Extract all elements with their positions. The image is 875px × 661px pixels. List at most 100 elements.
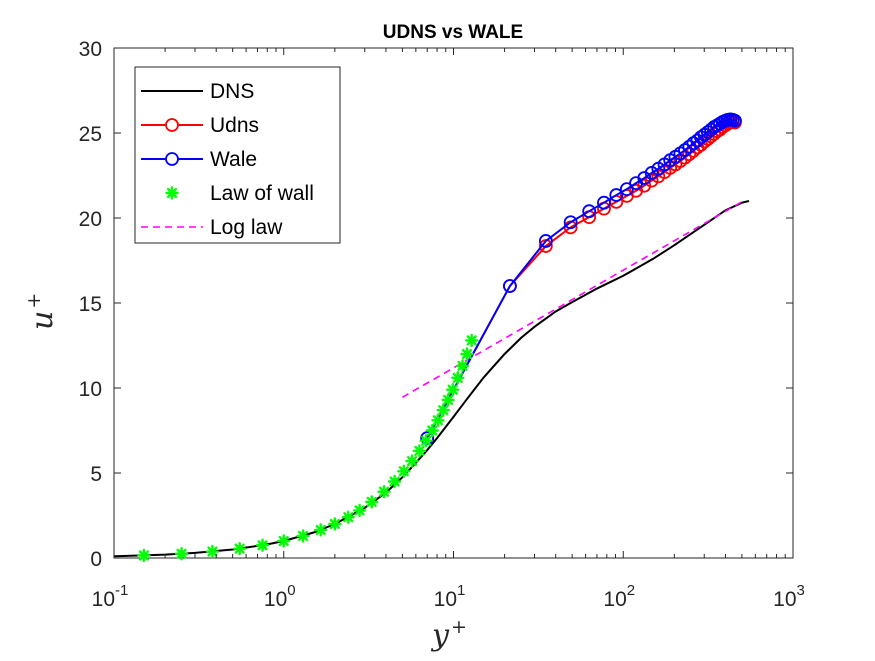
law-of-wall-point: [436, 403, 450, 417]
x-tick-label-exp: -1: [115, 582, 128, 599]
udns-point: [644, 173, 659, 188]
y-axis-label: u+: [23, 293, 60, 330]
law-of-wall-point: [137, 548, 151, 563]
asterisk-stroke: [432, 415, 444, 426]
asterisk-stroke: [427, 425, 438, 436]
wale-point: [538, 234, 553, 248]
legend-label: Udns: [210, 114, 259, 137]
x-tick-label-exp: 2: [627, 582, 635, 599]
asterisk-stroke: [461, 348, 473, 360]
x-tick-label-exp: 3: [797, 582, 805, 599]
wale-point: [644, 166, 659, 180]
wale-point: [563, 215, 578, 230]
asterisk-stroke: [406, 456, 418, 467]
asterisk-stroke: [343, 512, 354, 523]
asterisk-stroke: [298, 530, 309, 541]
asterisk-stroke: [234, 543, 245, 554]
legend-item-log-law: Log law: [141, 216, 283, 239]
x-tick-label: 10-1: [92, 582, 129, 611]
legend-item-wale: Wale: [141, 148, 257, 171]
legend-label: Log law: [210, 216, 283, 239]
chart-title: UDNS vs WALE: [383, 22, 523, 43]
legend-marker: [165, 186, 179, 200]
law-of-wall-point: [451, 371, 465, 385]
legend: DNS Udns Wale Law of wall Log law: [134, 66, 341, 244]
wale-point: [609, 188, 624, 202]
asterisk-stroke: [329, 518, 340, 530]
legend-marker: [165, 152, 179, 166]
law-of-wall-point: [446, 383, 460, 397]
asterisk-stroke: [166, 187, 178, 199]
x-tick-label: 101: [434, 582, 466, 611]
law-of-wall-point: [365, 495, 379, 509]
legend-item-dns: DNS: [141, 80, 254, 103]
legend-item-udns: Udns: [141, 114, 259, 137]
law-of-wall-point: [232, 541, 247, 556]
law-of-wall-point: [377, 485, 391, 499]
y-tick-label: 20: [79, 208, 102, 231]
legend-label: Wale: [210, 148, 257, 171]
law-of-wall-point: [277, 534, 291, 548]
legend-item-law-of-wall: Law of wall: [165, 182, 314, 205]
wale-point: [678, 143, 692, 157]
asterisk-stroke: [452, 372, 463, 383]
law-of-wall-point: [205, 544, 220, 559]
series-layer: [113, 112, 750, 563]
asterisk-stroke: [138, 550, 149, 561]
wale-point: [597, 195, 611, 210]
series-law-of-wall: [137, 333, 479, 563]
wale-point: [728, 113, 742, 128]
asterisk-stroke: [389, 476, 400, 487]
law-of-wall-point: [255, 538, 270, 552]
law-of-wall-point: [441, 393, 455, 407]
y-tick-label: 25: [79, 123, 102, 146]
asterisk-stroke: [207, 546, 218, 557]
x-tick-label: 102: [603, 582, 635, 611]
law-of-wall-point: [328, 517, 342, 531]
law-of-wall-point: [460, 347, 474, 361]
asterisk-stroke: [378, 486, 390, 497]
x-tick-label-exp: 1: [457, 582, 465, 599]
legend-label: Law of wall: [210, 182, 314, 205]
y-tick-label: 5: [90, 463, 102, 486]
x-tick-label-base: 10: [603, 588, 626, 611]
law-of-wall-point: [464, 333, 479, 348]
asterisk-stroke: [414, 445, 425, 456]
law-of-wall-point: [431, 413, 445, 427]
y-tick-label: 30: [79, 38, 102, 61]
x-tick-label-base: 10: [264, 588, 287, 611]
asterisk-stroke: [438, 405, 449, 416]
asterisk-stroke: [278, 535, 289, 547]
y-tick-label: 15: [79, 293, 102, 316]
asterisk-stroke: [176, 548, 187, 559]
wale-point: [503, 279, 517, 293]
asterisk-stroke: [354, 505, 365, 516]
law-of-wall-point: [296, 529, 310, 543]
law-of-wall-point: [397, 464, 411, 478]
x-tick-label-base: 10: [773, 588, 796, 611]
asterisk-stroke: [447, 384, 458, 395]
law-of-wall-point: [405, 454, 419, 468]
legend-marker: [165, 118, 179, 132]
x-tick-label-base: 10: [92, 588, 115, 611]
asterisk-stroke: [466, 335, 477, 346]
asterisk-stroke: [457, 360, 468, 371]
law-of-wall-point: [425, 423, 439, 438]
series-wale: [420, 112, 742, 446]
asterisk-stroke: [257, 540, 268, 551]
law-of-wall-point: [387, 474, 402, 489]
x-tick-label: 103: [773, 582, 805, 611]
x-tick-label-exp: 0: [287, 582, 295, 599]
asterisk-stroke: [366, 496, 377, 507]
asterisk-stroke: [398, 466, 409, 477]
law-of-wall-point: [352, 503, 367, 518]
legend-label: DNS: [210, 80, 254, 103]
axis-labels: y + u+: [23, 293, 467, 653]
law-of-wall-point: [341, 510, 355, 524]
y-tick-label: 10: [79, 378, 102, 401]
law-of-wall-point: [313, 523, 328, 537]
asterisk-stroke: [315, 524, 326, 536]
